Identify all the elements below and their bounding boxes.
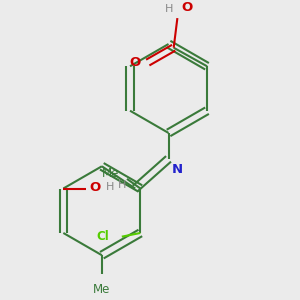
Text: O: O (129, 56, 140, 69)
Text: H: H (118, 180, 126, 190)
Text: O: O (181, 2, 192, 14)
Text: N: N (172, 163, 183, 176)
Text: Cl: Cl (97, 230, 109, 243)
Text: Me: Me (93, 283, 110, 296)
Text: H: H (165, 4, 174, 14)
Text: O: O (89, 181, 100, 194)
Text: H: H (106, 182, 115, 192)
Text: Me: Me (102, 167, 120, 180)
